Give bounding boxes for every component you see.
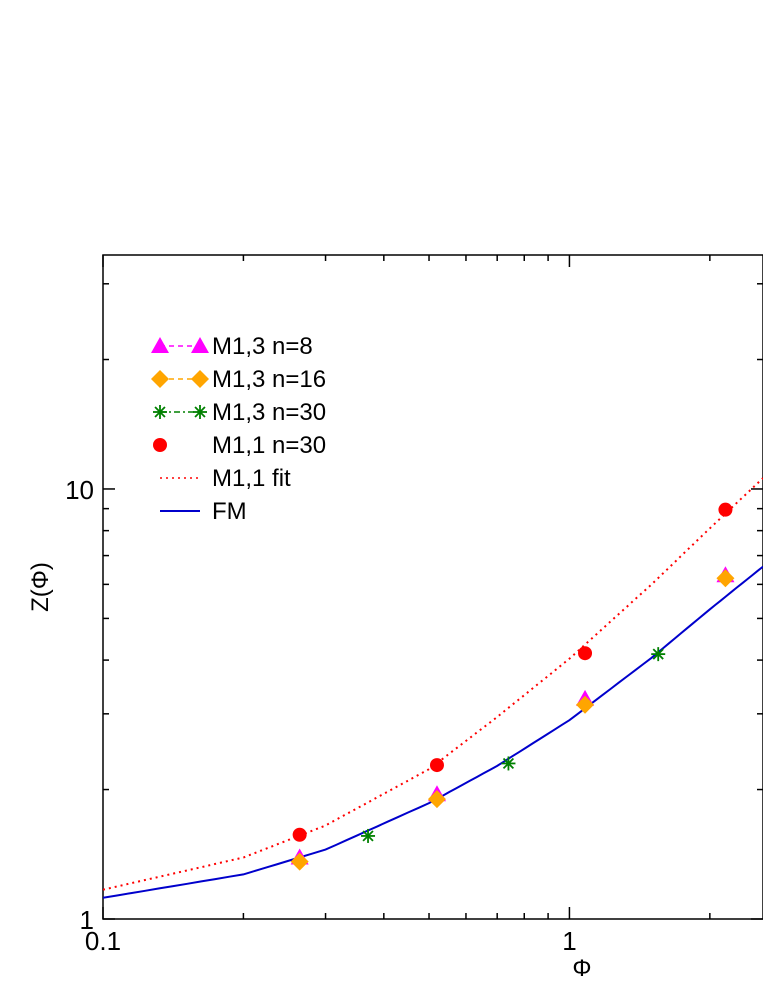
legend-item: M1,1 n=30 xyxy=(153,432,326,459)
legend-marker xyxy=(153,405,167,419)
legend-item: M1,3 n=8 xyxy=(151,333,313,360)
y-tick-label: 1 xyxy=(80,905,94,935)
legend: M1,3 n=8 M1,3 n=16 M1,3 n=30 M1,1 n=30 M1,1 … xyxy=(151,333,326,525)
marker-m1-3-n-30 xyxy=(361,828,376,843)
marker-m1-1-n-30 xyxy=(429,758,444,773)
legend-marker xyxy=(151,370,169,388)
curve-fm xyxy=(103,565,763,899)
x-tick-label: 1 xyxy=(562,926,576,956)
marker-m1-1-n-30 xyxy=(718,502,733,517)
marker-m1-1-n-30 xyxy=(578,646,593,661)
legend-item: M1,3 n=30 xyxy=(153,399,326,426)
legend-marker xyxy=(153,438,167,452)
marker-m1-3-n-16 xyxy=(427,790,446,809)
x-tick-label: 0.1 xyxy=(85,926,121,956)
plot-frame xyxy=(102,254,763,920)
legend-label: M1,3 n=16 xyxy=(212,366,326,393)
plot-curves xyxy=(103,477,763,899)
legend-item: FM xyxy=(160,498,247,525)
legend-label: M1,1 n=30 xyxy=(212,432,326,459)
legend-item: M1,3 n=16 xyxy=(151,366,326,393)
x-axis-title: Φ xyxy=(572,955,591,982)
legend-marker xyxy=(193,405,207,419)
marker-m1-3-n-16 xyxy=(716,569,735,588)
legend-item: M1,1 fit xyxy=(160,465,291,492)
curve-m1-1-fit xyxy=(103,477,763,891)
legend-label: FM xyxy=(212,498,247,525)
axis-ticks xyxy=(102,255,763,920)
legend-marker xyxy=(151,337,169,353)
plot-markers xyxy=(290,502,735,871)
legend-label: M1,1 fit xyxy=(212,465,291,492)
marker-m1-3-n-16 xyxy=(290,852,309,871)
marker-m1-1-n-30 xyxy=(292,827,307,842)
marker-m1-3-n-16 xyxy=(576,695,595,714)
marker-m1-3-n-30 xyxy=(651,647,666,662)
legend-marker xyxy=(191,370,209,388)
y-axis-title: Z(Φ) xyxy=(27,562,54,612)
marker-m1-3-n-30 xyxy=(501,756,516,771)
legend-label: M1,3 n=8 xyxy=(212,333,313,360)
y-tick-label: 10 xyxy=(65,475,94,505)
legend-label: M1,3 n=30 xyxy=(212,399,326,426)
legend-marker xyxy=(191,337,209,353)
